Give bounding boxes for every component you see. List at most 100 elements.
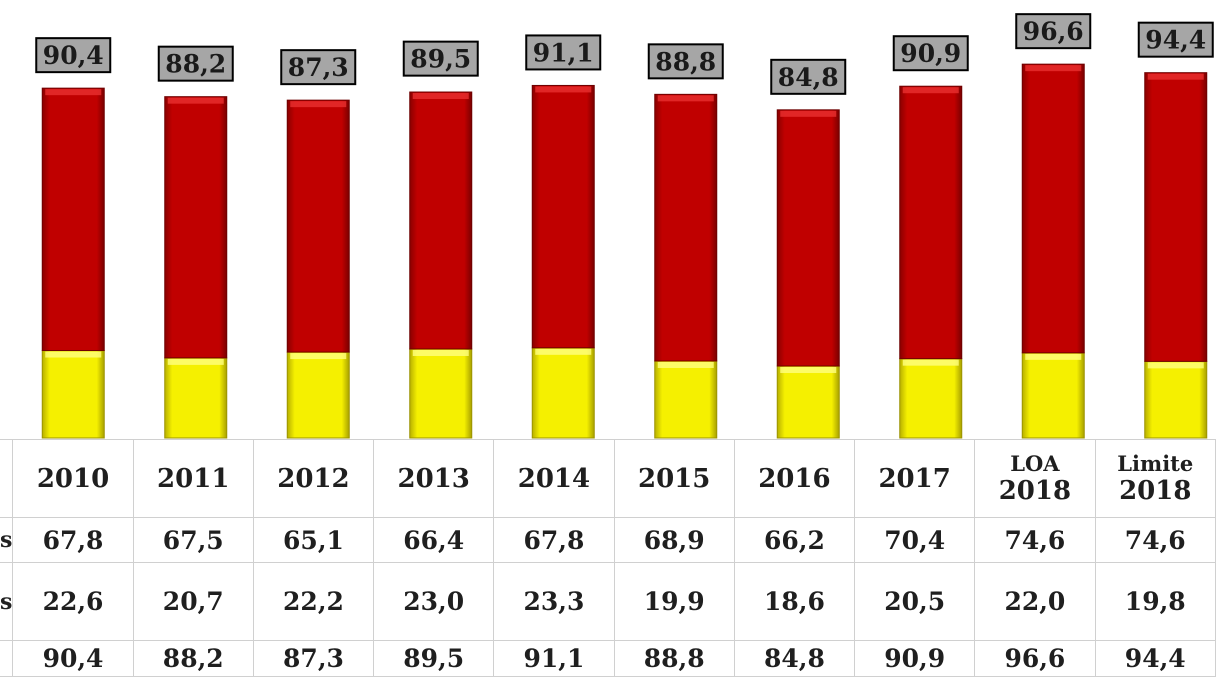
total-label-4: 91,1 (533, 38, 594, 67)
stacked-bar-chart: 90,4 88,2 87,3 89,5 91,1 88,8 84,8 90,9 96,6 94,4 (35, 13, 1214, 439)
table-cell: 89,5 (373, 640, 495, 677)
category-label-part: LOA (1010, 450, 1060, 476)
bar-yellow-9 (1144, 360, 1208, 439)
row-label-fragment: s (0, 562, 14, 641)
bar-red-3 (409, 91, 473, 350)
category-label-4: 2014 (493, 439, 615, 518)
bar-bevel-1-5 (657, 95, 714, 102)
total-label-box-6 (770, 58, 847, 95)
bar-red-9 (1144, 72, 1208, 362)
category-label-5: 2015 (613, 439, 735, 518)
table-cell: 74,6 (974, 517, 1096, 563)
bar-bevel-0-2 (290, 353, 347, 360)
category-label-part: 2011 (157, 463, 230, 494)
bar-bevel-1-3 (412, 93, 469, 100)
bar-yellow-0 (41, 350, 105, 439)
total-label-6: 84,8 (778, 63, 839, 92)
table-cell: 91,1 (493, 640, 615, 677)
table-cell: 74,6 (1094, 517, 1216, 563)
data-table: 2010 2011 2012 2013 2014 2015 2016 2017 LOA 2018 L… (0, 439, 1216, 677)
bar-red-4 (531, 84, 595, 349)
bar-yellow-4 (531, 347, 595, 439)
category-label-part: 2012 (277, 463, 350, 494)
bar-bevel-0-3 (412, 349, 469, 356)
table-cell: 20,5 (854, 562, 976, 641)
total-label-9: 94,4 (1145, 26, 1206, 55)
table-cell: 88,8 (613, 640, 735, 677)
bar-red-7 (899, 85, 963, 360)
table-cell: 94,4 (1094, 640, 1216, 677)
total-label-1: 88,2 (165, 50, 226, 79)
total-label-5: 88,8 (655, 47, 716, 76)
table-cell: 23,0 (373, 562, 495, 641)
bar-bevel-1-9 (1147, 73, 1204, 80)
total-label-box-5 (647, 43, 724, 80)
category-label-6: 2016 (733, 439, 856, 518)
bar-yellow-5 (654, 360, 718, 439)
table-cell: 20,7 (132, 562, 254, 641)
bar-red-5 (654, 93, 718, 362)
category-label-9: Limite 2018 (1094, 439, 1216, 518)
row-label-fragment: s (0, 517, 14, 563)
total-label-box-7 (892, 35, 969, 72)
table-cell: 22,0 (974, 562, 1096, 641)
category-label-7: 2017 (854, 439, 976, 518)
table-cell: 19,8 (1094, 562, 1216, 641)
table-cell: 67,5 (132, 517, 254, 563)
total-label-7: 90,9 (900, 39, 961, 68)
bar-bevel-1-0 (45, 89, 102, 96)
table-cell: 22,6 (12, 562, 134, 641)
bar-bevel-1-2 (290, 101, 347, 108)
bar-bevel-0-8 (1025, 353, 1082, 360)
table-cell: 68,9 (613, 517, 735, 563)
table-cell: 67,8 (12, 517, 134, 563)
table-cell: 23,3 (493, 562, 615, 641)
table-header-row: 2010 2011 2012 2013 2014 2015 2016 2017 LOA 2018 L… (0, 439, 1216, 518)
bar-yellow-1 (164, 357, 228, 439)
total-label-box-8 (1015, 13, 1092, 50)
bar-bevel-0-4 (535, 348, 592, 355)
bar-bevel-1-6 (780, 110, 837, 117)
total-label-box-1 (157, 45, 234, 82)
category-label-part: 2015 (637, 463, 711, 494)
bar-bevel-0-1 (167, 358, 224, 365)
table-corner (0, 439, 14, 518)
bar-yellow-2 (286, 351, 350, 439)
table-cell: 96,6 (974, 640, 1096, 677)
table-cell: 65,1 (252, 517, 375, 563)
bar-yellow-7 (899, 358, 963, 439)
bar-red-1 (164, 96, 228, 359)
category-label-2: 2012 (252, 439, 375, 518)
category-label-part: 2018 (1119, 475, 1192, 506)
table-row: 90,4 88,2 87,3 89,5 91,1 88,8 84,8 90,9 96,6 94,4 (0, 640, 1216, 677)
total-label-box-9 (1137, 21, 1214, 58)
table-cell: 87,3 (252, 640, 375, 677)
category-label-part: 2013 (397, 463, 470, 494)
category-label-1: 2011 (132, 439, 254, 518)
bar-bevel-0-5 (657, 361, 714, 368)
table-cell: 90,9 (854, 640, 976, 677)
total-label-box-2 (280, 49, 357, 86)
total-label-0: 90,4 (43, 41, 104, 70)
total-label-box-3 (402, 40, 479, 77)
table-cell: 66,4 (373, 517, 495, 563)
bar-bevel-0-6 (780, 367, 837, 374)
bar-bevel-1-8 (1025, 65, 1082, 72)
table-cell: 18,6 (733, 562, 856, 641)
category-label-part: 2010 (36, 463, 110, 494)
table-cell: 66,2 (733, 517, 856, 563)
bar-red-8 (1021, 63, 1085, 354)
bar-bevel-0-9 (1147, 362, 1204, 369)
bar-red-6 (776, 109, 840, 367)
bar-yellow-8 (1021, 352, 1085, 439)
table-row: s 22,6 20,7 22,2 23,0 23,3 19,9 18,6 20,5 22,0 19,… (0, 562, 1216, 641)
bar-bevel-0-7 (902, 359, 959, 366)
bar-yellow-6 (776, 365, 840, 439)
category-label-8: LOA 2018 (974, 439, 1096, 518)
table-cell: 84,8 (733, 640, 856, 677)
table-cell: 19,9 (613, 562, 735, 641)
total-label-8: 96,6 (1023, 17, 1084, 46)
category-label-part: 2014 (517, 463, 591, 494)
bar-red-2 (286, 99, 350, 353)
total-label-3: 89,5 (410, 45, 471, 74)
